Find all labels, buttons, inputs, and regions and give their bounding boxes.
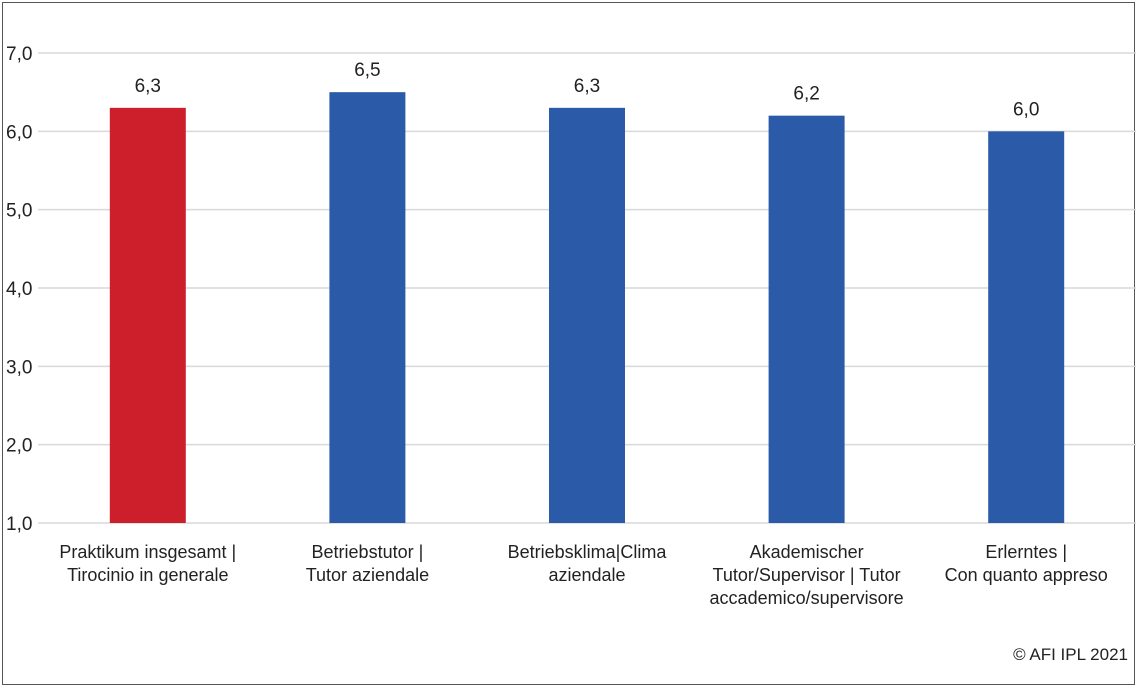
category-label-line: Con quanto appreso: [945, 565, 1108, 585]
bar-1: [109, 107, 186, 523]
category-label-line: Praktikum insgesamt |: [59, 542, 236, 562]
category-label-line: Tutor aziendale: [306, 565, 429, 585]
category-label: Praktikum insgesamt | Tirocinio in genera…: [59, 542, 236, 585]
category-label-line: aziendale: [548, 565, 625, 585]
category-label-line: Tutor/Supervisor | Tutor: [713, 565, 901, 585]
data-label: 6,3: [574, 76, 600, 97]
bars: [109, 92, 1065, 524]
y-tick-label: 7,0: [6, 44, 32, 65]
bar-3: [549, 107, 625, 523]
y-tick-label: 5,0: [6, 201, 32, 222]
bar-5: [988, 131, 1065, 524]
category-label-line: Erlerntes |: [985, 542, 1067, 562]
data-label: 6,0: [1013, 99, 1039, 120]
category-label-line: Betriebsklima|Clima: [508, 542, 668, 562]
data-label: 6,2: [793, 84, 819, 105]
category-labels: Praktikum insgesamt | Tirocinio in genera…: [59, 542, 1107, 608]
copyright-note: © AFI IPL 2021: [1013, 645, 1128, 664]
category-label: Akademischer Tutor/Supervisor | Tutor acca…: [710, 542, 904, 608]
y-tick-label: 1,0: [6, 514, 32, 535]
data-labels: 6,3 6,5 6,3 6,2 6,0: [135, 60, 1040, 120]
category-label: Erlerntes | Con quanto appreso: [945, 542, 1108, 585]
category-label: Betriebsklima|Clima aziendale: [508, 542, 668, 585]
y-axis-tick-labels: 1,0 2,0 3,0 4,0 5,0 6,0 7,0: [6, 44, 32, 535]
category-label-line: Akademischer: [750, 542, 864, 562]
data-label: 6,5: [354, 60, 380, 81]
category-label-line: Tirocinio in generale: [67, 565, 228, 585]
category-label-line: Betriebstutor |: [312, 542, 424, 562]
bar-2: [329, 92, 406, 524]
category-label: Betriebstutor | Tutor aziendale: [306, 542, 429, 585]
y-tick-label: 2,0: [6, 436, 32, 457]
data-label: 6,3: [135, 76, 161, 97]
bar-4: [768, 115, 845, 524]
category-label-line: accademico/supervisore: [710, 588, 904, 608]
y-tick-label: 6,0: [6, 122, 32, 143]
y-tick-label: 3,0: [6, 357, 32, 378]
y-tick-label: 4,0: [6, 279, 32, 300]
